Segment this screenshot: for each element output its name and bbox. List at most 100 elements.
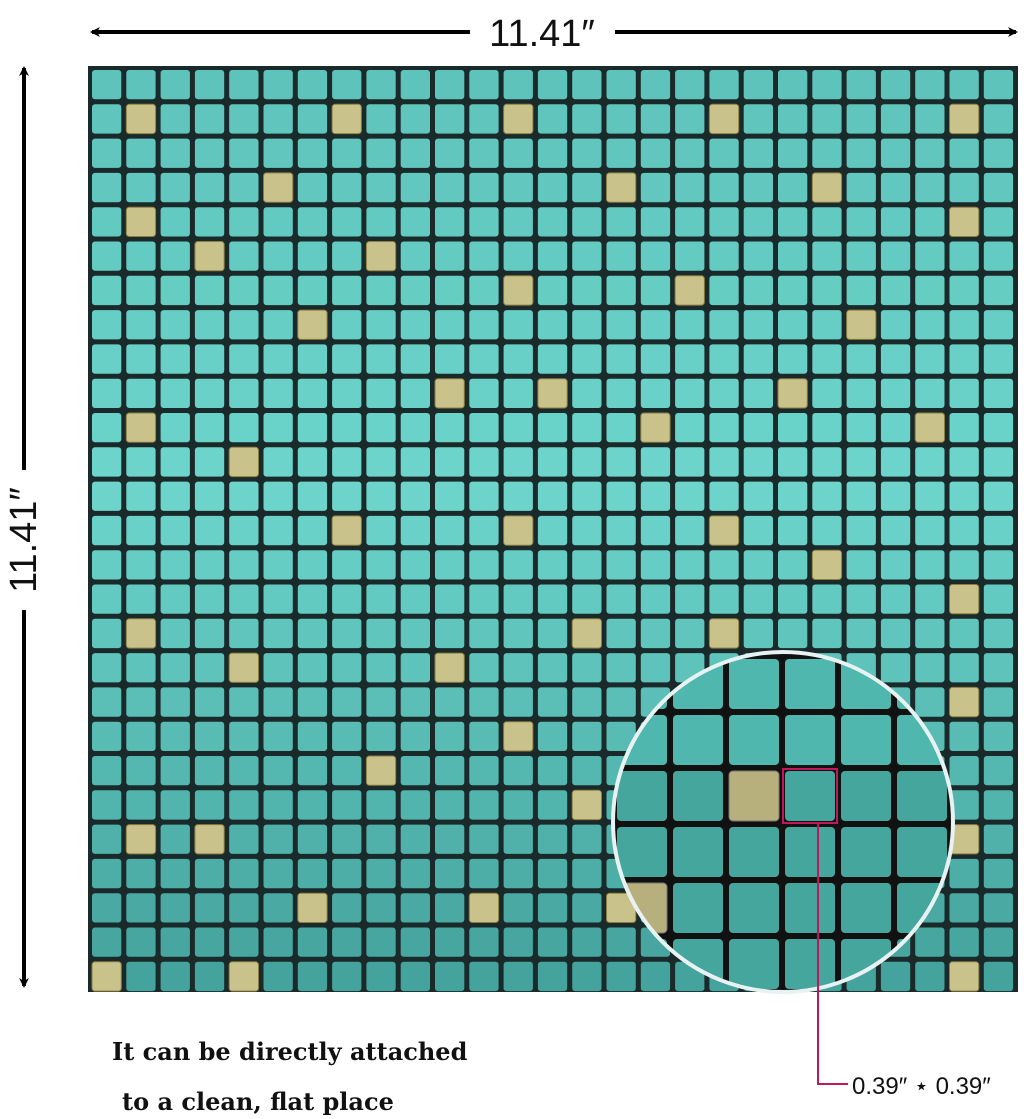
tile — [297, 927, 328, 957]
tile — [983, 413, 1014, 443]
gold-tile — [365, 241, 397, 272]
tile — [949, 858, 979, 889]
tile — [400, 687, 430, 717]
tile — [675, 447, 705, 477]
tile — [92, 310, 122, 340]
tile — [983, 961, 1014, 992]
tile — [400, 241, 430, 271]
tile — [332, 824, 362, 854]
tile — [366, 687, 396, 717]
tile — [503, 413, 533, 443]
gold-tile — [949, 686, 980, 718]
tile — [729, 715, 779, 765]
tile — [297, 447, 328, 477]
tile — [297, 687, 328, 717]
tile — [366, 618, 396, 649]
tile — [332, 310, 362, 340]
tile — [572, 241, 602, 271]
tile — [572, 344, 602, 374]
tile — [915, 927, 945, 957]
tile — [400, 618, 430, 649]
tile — [572, 515, 602, 546]
tile — [983, 481, 1014, 511]
tile — [572, 687, 602, 717]
tile — [160, 790, 190, 820]
tile — [572, 756, 602, 786]
tile — [846, 104, 876, 134]
tile — [229, 618, 259, 649]
tile — [435, 275, 465, 306]
tile — [194, 584, 225, 614]
tile — [400, 447, 430, 477]
tile — [673, 715, 723, 765]
tile — [983, 447, 1014, 477]
tile — [229, 413, 259, 443]
tile — [915, 447, 945, 477]
tile — [366, 927, 396, 957]
tile — [469, 584, 499, 614]
tile — [160, 515, 190, 546]
tile — [366, 275, 396, 306]
tile — [469, 687, 499, 717]
gold-tile — [708, 103, 740, 135]
tile — [126, 893, 156, 923]
tile — [126, 172, 156, 203]
tile — [160, 550, 190, 580]
tile — [503, 961, 533, 992]
gold-tile — [331, 515, 362, 546]
tile — [503, 241, 533, 271]
tile — [640, 447, 671, 477]
tile — [400, 207, 430, 237]
tile — [983, 653, 1014, 683]
tile — [949, 138, 979, 168]
tile — [92, 70, 122, 100]
tile — [194, 172, 225, 203]
tile — [126, 721, 156, 751]
tile — [743, 447, 773, 477]
tile — [297, 481, 328, 511]
width-label: 11.41″ — [489, 13, 595, 55]
tile — [846, 344, 876, 374]
tile — [400, 515, 430, 546]
tile — [503, 893, 533, 923]
tile — [572, 104, 602, 134]
magnifier-ring — [611, 650, 955, 994]
tile — [469, 721, 499, 751]
tile — [572, 721, 602, 751]
tile — [126, 790, 156, 820]
tile — [537, 618, 568, 649]
tile — [229, 550, 259, 580]
tile — [263, 653, 293, 683]
tile — [640, 104, 671, 134]
tile — [778, 344, 808, 374]
tile — [812, 207, 842, 237]
gold-tile — [503, 515, 534, 546]
tile — [92, 653, 122, 683]
tile — [92, 138, 122, 168]
tile — [229, 927, 259, 957]
tile — [640, 172, 671, 203]
tile — [400, 413, 430, 443]
tile — [435, 344, 465, 374]
tile — [743, 413, 773, 443]
tile — [126, 961, 156, 992]
tile — [366, 515, 396, 546]
tile — [92, 550, 122, 580]
tile — [778, 70, 808, 100]
tile — [640, 344, 671, 374]
tile — [469, 927, 499, 957]
tile — [915, 310, 945, 340]
tile — [229, 104, 259, 134]
tile — [92, 207, 122, 237]
tile — [503, 172, 533, 203]
tile — [572, 550, 602, 580]
gold-tile — [811, 549, 843, 581]
gold-tile — [125, 618, 157, 649]
tile — [915, 550, 945, 580]
tile — [572, 584, 602, 614]
tile — [915, 241, 945, 271]
tile — [572, 481, 602, 511]
tile — [229, 70, 259, 100]
tile — [880, 961, 911, 992]
tile — [297, 550, 328, 580]
